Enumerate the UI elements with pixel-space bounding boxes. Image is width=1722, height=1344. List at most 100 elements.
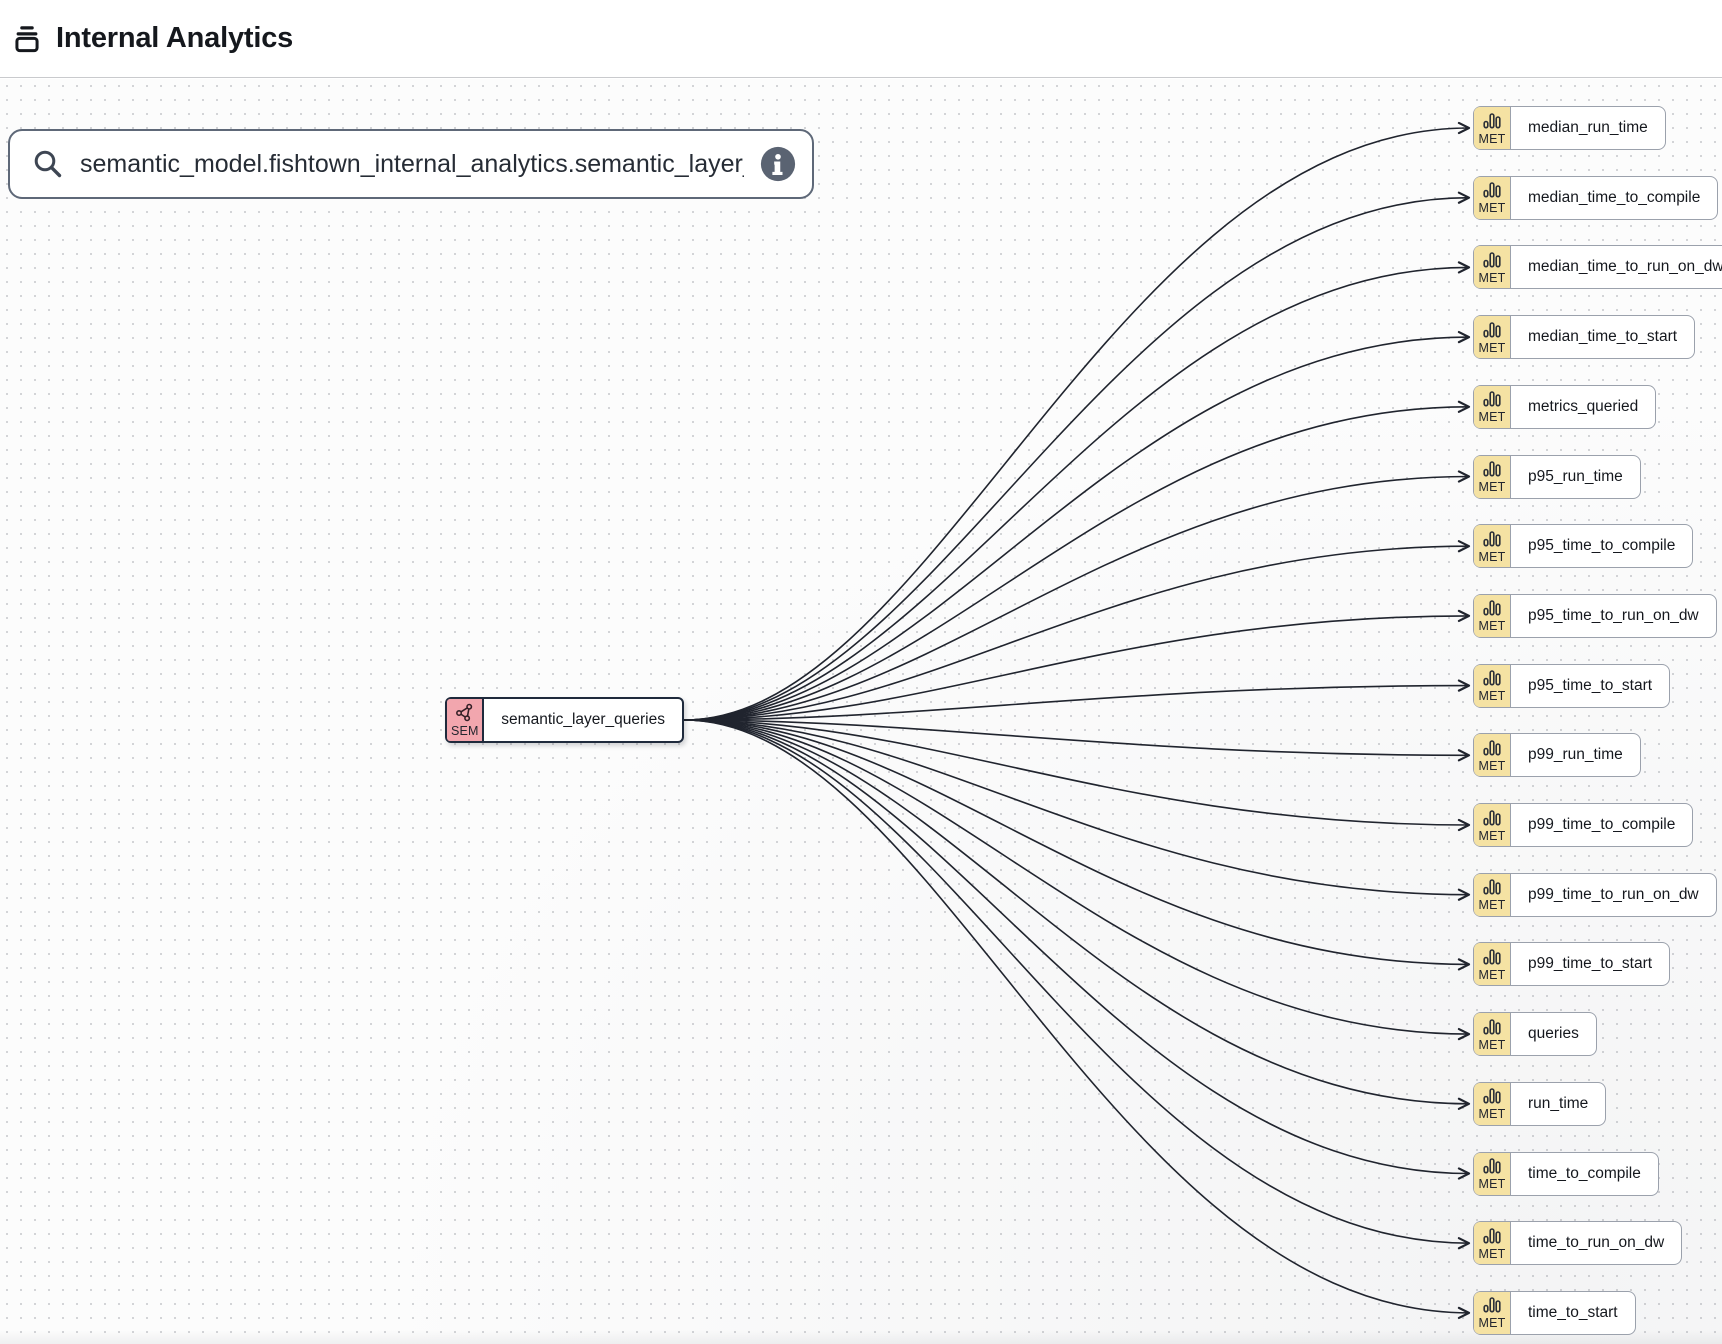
app-header: Internal Analytics [0,0,1722,78]
met-node-badge-label: MET [1478,758,1506,773]
met-badge: MET [1474,107,1511,149]
search-input[interactable] [80,149,744,179]
metric-node[interactable]: MET median_time_to_start [1473,315,1696,360]
met-node-badge-label: MET [1478,131,1506,146]
metric-node[interactable]: MET median_run_time [1473,106,1666,150]
lineage-edge [683,540,1471,721]
metric-node[interactable]: MET time_to_start [1473,1290,1636,1335]
bar-chart-icon [1482,1156,1502,1176]
lineage-edge [683,719,1471,1180]
met-node-badge-label: MET [1478,549,1506,564]
met-badge: MET [1474,594,1511,637]
met-node-label: p99_time_to_start [1528,955,1653,973]
lineage-edge [683,400,1471,721]
met-node-badge-label: MET [1478,1037,1506,1052]
met-node-label: p95_time_to_compile [1528,537,1676,555]
met-badge: MET [1474,873,1511,916]
semantic-model-icon [454,702,475,723]
met-node-badge-label: MET [1478,1246,1506,1261]
metric-node[interactable]: MET p99_time_to_run_on_dw [1473,872,1717,917]
lineage-edge [683,470,1471,721]
bar-chart-icon [1482,250,1502,270]
met-badge: MET [1474,1222,1511,1265]
bar-chart-icon [1482,180,1502,200]
bar-chart-icon [1482,668,1502,688]
met-badge: MET [1474,943,1511,986]
bar-chart-icon [1482,320,1502,340]
search-icon [32,148,64,180]
bar-chart-icon [1482,1295,1502,1315]
lineage-edge [683,719,1471,832]
met-node-label: queries [1528,1025,1579,1043]
metric-node[interactable]: MET p99_time_to_compile [1473,803,1694,847]
met-badge: MET [1474,455,1511,498]
lineage-edge [683,719,1471,1250]
metric-node[interactable]: MET p95_run_time [1473,454,1641,499]
metric-node[interactable]: MET p99_run_time [1473,733,1641,778]
met-node-badge-label: MET [1478,967,1506,982]
met-node-label: median_time_to_start [1528,328,1678,346]
met-node-label: metrics_queried [1528,397,1639,415]
met-node-badge-label: MET [1478,828,1506,843]
met-badge: MET [1474,176,1511,219]
bar-chart-icon [1482,1017,1502,1037]
met-node-badge-label: MET [1478,410,1506,425]
met-badge: MET [1474,734,1511,777]
lineage-edge [683,261,1471,721]
semantic-model-node[interactable]: SEM semantic_layer_queries [445,697,684,743]
lineage-canvas[interactable]: SEM semantic_layer_queries MET median_ru… [0,79,1722,1344]
met-badge: MET [1474,1082,1511,1125]
lineage-edge [683,609,1471,721]
met-node-label: time_to_start [1528,1303,1618,1321]
metric-node[interactable]: MET run_time [1473,1081,1607,1126]
lineage-edges [683,121,1471,1320]
bar-chart-icon [1482,1086,1502,1106]
sem-badge: SEM [447,699,485,741]
metric-node[interactable]: MET p95_time_to_compile [1473,524,1694,569]
lineage-edge [683,719,1471,901]
info-icon[interactable] [760,146,796,182]
bar-chart-icon [1482,738,1502,758]
bar-chart-icon [1482,529,1502,549]
bar-chart-icon [1482,1226,1502,1246]
metric-node[interactable]: MET time_to_compile [1473,1151,1659,1196]
bar-chart-icon [1482,598,1502,618]
metric-node[interactable]: MET queries [1473,1012,1597,1057]
met-node-badge-label: MET [1478,270,1506,285]
page-title: Internal Analytics [56,22,294,54]
bar-chart-icon [1482,808,1502,828]
met-node-badge-label: MET [1478,340,1506,355]
met-node-badge-label: MET [1478,689,1506,704]
metric-node[interactable]: MET median_time_to_run_on_dw [1473,245,1722,290]
met-node-label: p99_run_time [1528,746,1623,764]
bar-chart-icon [1482,111,1502,131]
lineage-edge [683,121,1471,721]
met-badge: MET [1474,804,1511,846]
met-badge: MET [1474,385,1511,428]
bar-chart-icon [1482,877,1502,897]
met-node-label: p99_time_to_run_on_dw [1528,885,1699,903]
met-node-label: median_run_time [1528,119,1648,136]
met-node-badge-label: MET [1478,480,1506,494]
metric-node[interactable]: MET time_to_run_on_dw [1473,1221,1683,1266]
stacked-layers-icon [12,24,42,54]
met-node-label: p95_time_to_start [1528,676,1653,694]
metric-node[interactable]: MET metrics_queried [1473,384,1657,429]
met-node-label: median_time_to_run_on_dw [1528,258,1722,276]
bar-chart-icon [1482,389,1502,409]
met-badge: MET [1474,246,1511,289]
met-node-badge-label: MET [1478,1107,1506,1122]
metric-node[interactable]: MET p99_time_to_start [1473,942,1671,987]
metric-node[interactable]: MET median_time_to_compile [1473,175,1719,220]
met-node-badge-label: MET [1478,898,1506,913]
met-node-label: p99_time_to_compile [1528,816,1676,833]
met-badge: MET [1474,1291,1511,1334]
met-node-label: time_to_run_on_dw [1528,1234,1665,1252]
lineage-edge [683,679,1471,721]
met-node-label: median_time_to_compile [1528,188,1701,206]
metric-node[interactable]: MET p95_time_to_run_on_dw [1473,593,1717,638]
lineage-edge [683,719,1471,1320]
metric-node[interactable]: MET p95_time_to_start [1473,663,1671,708]
met-badge: MET [1474,664,1511,707]
lineage-edge [683,719,1471,1041]
